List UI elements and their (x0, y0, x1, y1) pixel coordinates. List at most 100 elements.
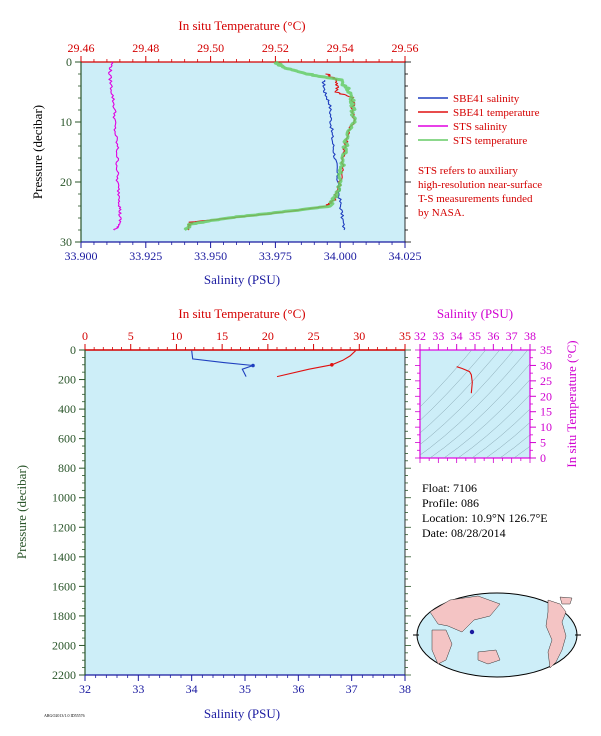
bottom-pressure-tick-label: 1600 (52, 579, 76, 593)
ts-series-line (456, 366, 473, 394)
bottom-pressure-tick-label: 1200 (52, 520, 76, 534)
bottom-pressure-tick-label: 1400 (52, 550, 76, 564)
top-chart-legend: SBE41 salinity SBE41 temperature STS sal… (418, 93, 540, 147)
ts-temperature-tick-label: 35 (540, 343, 552, 357)
legend-label-sbe41-salinity: SBE41 salinity (453, 93, 520, 105)
top-chart-temperature-axis-title: In situ Temperature (°C) (178, 18, 305, 33)
map-landmass-australia (477, 649, 501, 665)
bottom-temperature-tick-label: 0 (82, 329, 88, 343)
top-chart-salinity-axis-title: Salinity (PSU) (204, 272, 280, 287)
top-temperature-tick-label: 29.56 (392, 41, 419, 55)
sts-note-line-3: T-S measurements funded (418, 193, 533, 205)
top-salinity-tick-label: 34.000 (324, 249, 357, 263)
map-landmass-eurasia (429, 595, 501, 633)
bottom-chart-salinity-axis-title: Salinity (PSU) (204, 706, 280, 721)
bottom-temperature-tick-label: 5 (128, 329, 134, 343)
map-landmass-africa (431, 629, 453, 665)
bottom-pressure-tick-label: 800 (58, 461, 76, 475)
bottom-chart-series (191, 350, 356, 378)
density-contour-line (471, 408, 530, 458)
ts-diagram-temperature-axis-title: In situ Temperature (°C) (564, 340, 579, 467)
bottom-pressure-tick-label: 600 (58, 432, 76, 446)
top-salinity-tick-label: 33.975 (259, 249, 292, 263)
ts-temperature-tick-label: 15 (540, 405, 552, 419)
legend-label-sts-temperature: STS temperature (453, 135, 527, 147)
top-pressure-tick-label: 30 (60, 235, 72, 249)
top-temperature-tick-label: 29.46 (68, 41, 95, 55)
top-pressure-tick-label: 10 (60, 115, 72, 129)
top-temperature-tick-label: 29.54 (327, 41, 354, 55)
bottom-pressure-tick-label: 2200 (52, 668, 76, 682)
top-chart: In situ Temperature (°C) 29.46 29.48 29.50… (30, 18, 422, 287)
density-contours (420, 350, 530, 458)
density-contour-line (485, 422, 530, 458)
profile-number: Profile: 086 (422, 496, 479, 510)
bottom-salinity-tick-label: 33 (132, 682, 144, 696)
density-contour-line (443, 379, 530, 458)
density-contour-line (513, 445, 530, 458)
map-landmass-greenland (559, 596, 573, 605)
top-pressure-tick-label: 20 (60, 175, 72, 189)
ts-salinity-tick-label: 37 (506, 329, 518, 343)
float-info: Float: 7106 Profile: 086 Location: 10.9°… (422, 481, 548, 540)
top-chart-pressure-axis-title: Pressure (decibar) (30, 105, 45, 199)
ts-salinity-tick-label: 33 (432, 329, 444, 343)
bottom-chart-pressure-axis-title: Pressure (decibar) (14, 465, 29, 559)
float-id: Float: 7106 (422, 481, 477, 495)
ts-temperature-tick-label: 0 (540, 451, 546, 465)
series-line-sts-salinity (108, 61, 122, 231)
density-contour-line (420, 350, 487, 421)
bottom-salinity-tick-label: 34 (186, 682, 198, 696)
top-chart-series (108, 60, 357, 231)
ts-diagram-plot-area (419, 349, 531, 459)
series-line-temperature (276, 350, 356, 378)
density-contour-line (420, 350, 501, 434)
bottom-temperature-tick-label: 25 (308, 329, 320, 343)
ts-salinity-tick-label: 35 (469, 329, 481, 343)
density-contour-line (457, 394, 530, 458)
bottom-salinity-tick-label: 35 (239, 682, 251, 696)
top-temperature-tick-label: 29.50 (197, 41, 224, 55)
map-landmass-americas (545, 599, 567, 669)
bottom-temperature-tick-label: 20 (262, 329, 274, 343)
world-map (413, 592, 581, 678)
bottom-pressure-tick-label: 1000 (52, 491, 76, 505)
top-salinity-tick-label: 34.025 (389, 249, 422, 263)
bottom-pressure-tick-label: 400 (58, 402, 76, 416)
top-salinity-tick-label: 33.950 (194, 249, 227, 263)
ts-salinity-tick-label: 32 (414, 329, 426, 343)
bottom-salinity-tick-label: 32 (79, 682, 91, 696)
bottom-salinity-tick-label: 36 (292, 682, 304, 696)
bottom-pressure-tick-label: 1800 (52, 609, 76, 623)
bottom-pressure-tick-label: 2000 (52, 638, 76, 652)
density-contour-line (420, 350, 473, 408)
series-marker-salinity (251, 363, 255, 368)
series-line-sbe41-salinity (321, 79, 346, 231)
ts-temperature-tick-label: 20 (540, 389, 552, 403)
float-location-marker (469, 629, 475, 635)
bottom-chart-plot-area (84, 349, 406, 676)
ts-temperature-tick-label: 10 (540, 420, 552, 434)
bottom-salinity-tick-label: 37 (346, 682, 358, 696)
density-contour-line (420, 350, 515, 445)
top-temperature-tick-label: 29.48 (132, 41, 159, 55)
sts-note: STS refers to auxiliary high-resolution … (418, 165, 542, 219)
density-contour-line (499, 434, 530, 458)
ts-salinity-tick-label: 34 (451, 329, 463, 343)
bottom-chart: In situ Temperature (°C) 0 5 10 15 20 25 30 35 … (14, 306, 411, 721)
ts-diagram-salinity-axis-title: Salinity (PSU) (437, 306, 513, 321)
bottom-temperature-tick-label: 15 (216, 329, 228, 343)
series-marker-temperature (330, 362, 334, 367)
ts-temperature-tick-label: 30 (540, 358, 552, 372)
ts-diagram: Salinity (PSU) 32 33 34 35 36 37 38 3530252015… (414, 306, 579, 468)
series-line-sts-temperature (183, 60, 357, 231)
ts-salinity-tick-label: 38 (524, 329, 536, 343)
bottom-temperature-tick-label: 35 (399, 329, 411, 343)
sts-note-line-2: high-resolution near-surface (418, 179, 542, 191)
ts-diagram-series (456, 366, 473, 394)
bottom-temperature-tick-label: 30 (353, 329, 365, 343)
bottom-temperature-tick-label: 10 (170, 329, 182, 343)
density-contour-line (429, 363, 530, 458)
density-contour-line (420, 350, 529, 456)
